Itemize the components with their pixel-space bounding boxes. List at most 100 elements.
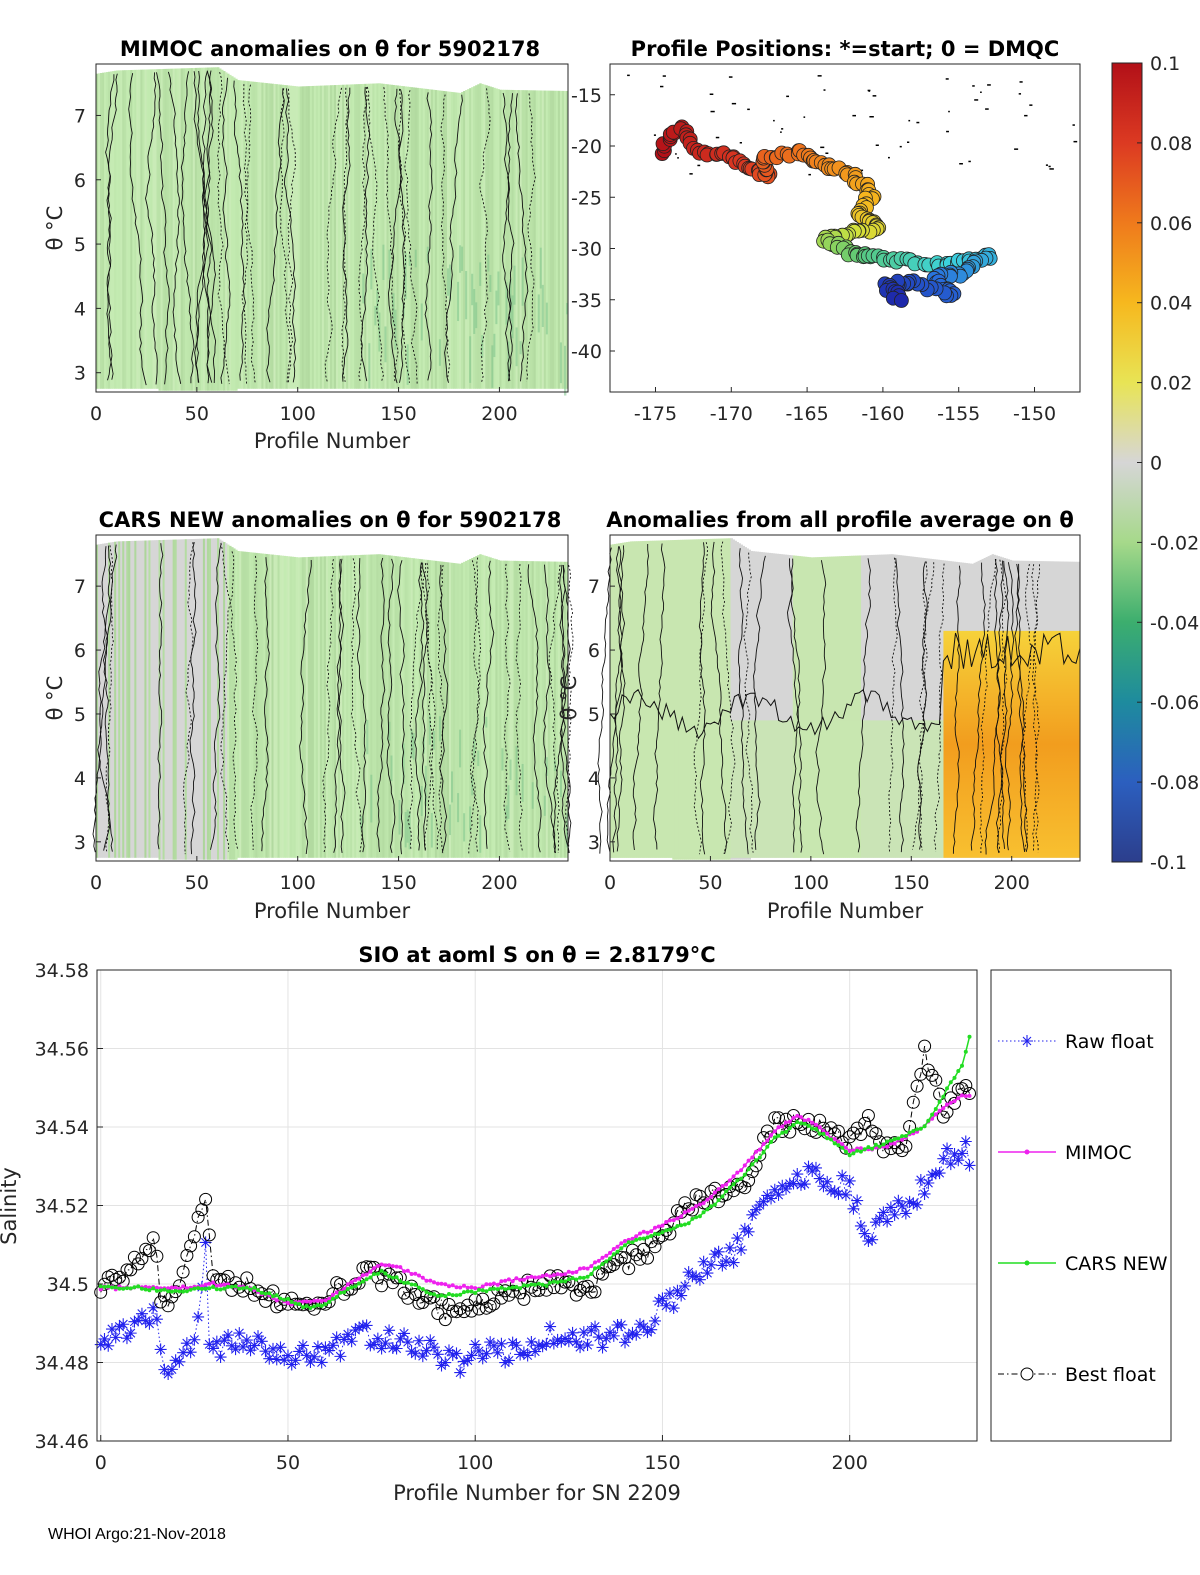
contour-line	[543, 564, 556, 853]
cars-new-marker	[656, 1232, 661, 1237]
field-patch	[501, 748, 504, 771]
contour-line	[341, 87, 349, 382]
cars-new-marker	[697, 1214, 702, 1219]
field-column	[670, 540, 673, 858]
field-column	[883, 554, 886, 858]
field-column	[420, 559, 424, 858]
cars-new-marker	[915, 1127, 920, 1132]
field-column	[463, 91, 466, 389]
mimoc-marker	[892, 1141, 897, 1146]
field-column	[332, 556, 335, 858]
field-patch	[539, 247, 543, 289]
mimoc-marker	[634, 1234, 639, 1239]
cars-new-marker	[596, 1265, 601, 1270]
field-column	[257, 82, 260, 389]
field-column	[261, 82, 264, 389]
raw-float-marker	[173, 1355, 186, 1368]
field-column	[354, 84, 357, 389]
field-patch	[511, 295, 514, 339]
field-column	[422, 88, 426, 389]
field-column	[301, 86, 305, 389]
field-column	[754, 551, 758, 858]
field-column	[806, 556, 810, 858]
mimoc-marker	[885, 1144, 890, 1149]
field-column	[561, 90, 565, 389]
raw-float-marker	[723, 1241, 736, 1254]
mimoc-marker	[301, 1299, 305, 1304]
field-column	[229, 545, 232, 860]
raw-float-marker	[903, 1195, 916, 1208]
cars-new-marker	[413, 1282, 418, 1287]
cars-new-marker	[926, 1118, 931, 1123]
raw-float-marker	[461, 1354, 474, 1367]
mimoc-marker	[379, 1262, 384, 1267]
cars-new-marker	[533, 1282, 538, 1287]
contour-line	[242, 84, 256, 385]
panel-mimoc-ylabel: θ °C	[43, 206, 67, 251]
mimoc-marker	[540, 1274, 545, 1278]
field-column	[154, 540, 157, 858]
cars-new-marker	[772, 1135, 777, 1140]
mimoc-marker	[671, 1218, 676, 1223]
y-tick-label: -20	[571, 136, 602, 158]
field-column	[116, 541, 119, 858]
panel-cars-xlabel: Profile Number	[254, 899, 411, 923]
field-column	[446, 91, 450, 389]
raw-float-marker	[899, 1207, 912, 1220]
field-column	[477, 84, 480, 389]
field-column	[327, 556, 331, 858]
mimoc-marker	[510, 1279, 515, 1284]
field-column	[851, 555, 854, 858]
field-column	[152, 540, 155, 858]
mimoc-marker	[765, 1138, 770, 1143]
field-column	[350, 555, 353, 858]
mimoc-marker	[679, 1214, 684, 1219]
cars-new-marker	[375, 1271, 380, 1276]
raw-float-marker	[952, 1154, 965, 1167]
field-column	[212, 67, 216, 391]
field-column	[150, 540, 153, 858]
field-column	[281, 555, 284, 858]
field-column	[551, 561, 555, 858]
raw-float-marker	[502, 1354, 515, 1367]
cars-new-marker	[548, 1280, 553, 1285]
raw-float-marker	[147, 1301, 160, 1314]
raw-float-marker	[165, 1363, 178, 1376]
field-column	[612, 544, 615, 858]
field-column	[772, 553, 776, 858]
field-column	[921, 557, 924, 858]
mimoc-marker	[847, 1148, 852, 1153]
field-patch	[402, 743, 406, 784]
raw-float-marker	[742, 1225, 755, 1238]
cars-new-marker	[716, 1198, 721, 1203]
field-column	[190, 68, 194, 391]
field-column	[519, 90, 523, 389]
field-column	[503, 560, 506, 858]
raw-float-marker	[375, 1342, 388, 1355]
raw-float-marker	[701, 1267, 714, 1280]
mimoc-marker	[817, 1125, 822, 1130]
field-column	[529, 90, 533, 389]
best-float-marker	[483, 1299, 497, 1313]
y-tick-label: 7	[74, 105, 86, 127]
contour-line	[996, 559, 1008, 854]
contour-line	[479, 88, 491, 383]
y-tick-label: 5	[588, 704, 600, 726]
raw-float-marker	[873, 1212, 886, 1225]
field-column	[170, 68, 174, 391]
field-patch	[489, 274, 492, 292]
field-patch	[408, 254, 412, 267]
contour-line	[1004, 562, 1015, 851]
field-column	[172, 539, 176, 860]
field-patch	[513, 265, 516, 305]
raw-float-marker	[559, 1332, 572, 1345]
x-tick-label: 50	[276, 1452, 300, 1474]
contour-line	[279, 88, 292, 383]
contour-line	[502, 92, 513, 382]
cars-new-marker	[806, 1123, 811, 1128]
mimoc-marker	[810, 1120, 815, 1125]
field-column	[221, 540, 224, 860]
raw-float-marker	[267, 1342, 279, 1355]
raw-float-marker	[341, 1328, 354, 1341]
mimoc-marker	[154, 1285, 159, 1290]
